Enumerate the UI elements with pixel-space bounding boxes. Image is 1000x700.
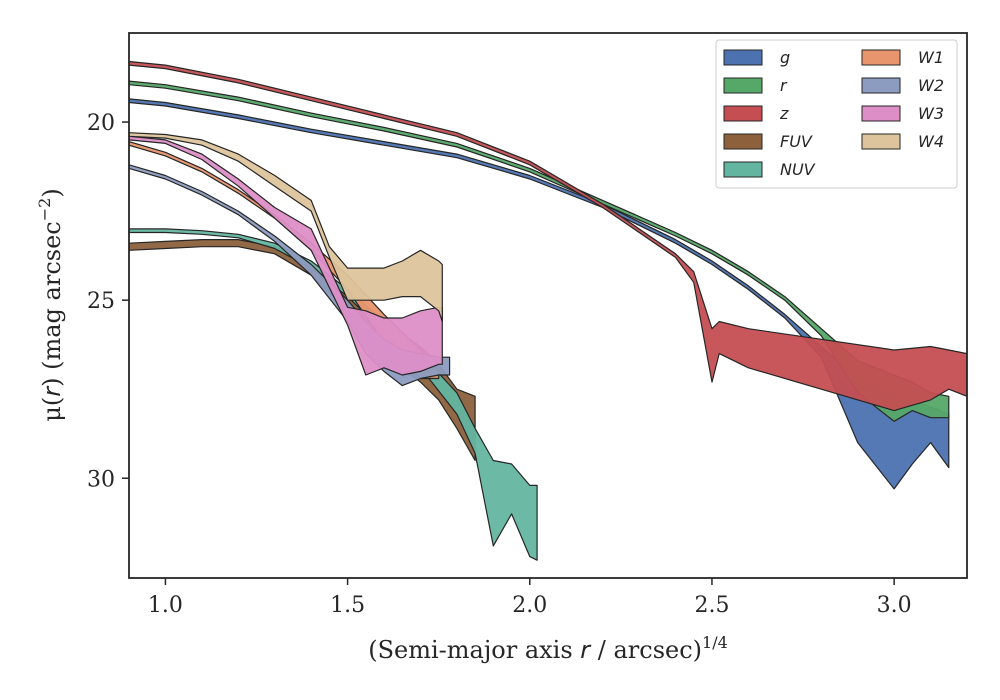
legend-swatch-w1 [861,49,901,66]
legend-swatch-z [723,105,763,122]
legend-label-w1: W1 [918,48,944,67]
series-band-z [129,60,967,412]
x-tick-label: 1.0 [148,593,183,618]
legend: grz FUV NUV W1 W2 W3 W4 [715,39,958,189]
legend-label-w2: W2 [918,76,944,95]
legend-label-nuv: NUV [780,160,816,179]
series-band-g [129,98,950,490]
y-tick-label: 30 [87,467,115,492]
legend-box [715,39,958,189]
series-layer [129,60,967,561]
legend-label-fuv: FUV [780,132,813,151]
x-tick-label: 1.5 [330,593,365,618]
legend-swatch-w4 [861,133,901,150]
y-axis-label: μ(r) (mag arcsec−2) [35,188,66,421]
y-axis: 20 25 30 [87,111,129,492]
series-band-w3 [129,135,443,376]
legend-label-w3: W3 [918,104,944,123]
legend-swatch-fuv [723,133,763,150]
legend-label-w4: W4 [918,132,944,151]
legend-swatch-r [723,77,763,94]
x-axis-label: (Semi-major axis r / arcsec)1/4 [368,633,728,664]
x-axis: 1.0 1.5 2.0 2.5 3.0 [148,578,912,618]
series-band-nuv [129,228,538,561]
series-band-w4 [129,132,443,323]
legend-label-g: g [780,48,790,67]
legend-swatch-g [723,49,763,66]
plot-frame [128,32,968,579]
legend-swatch-w3 [861,105,901,122]
legend-label-z: z [779,104,789,123]
x-tick-label: 3.0 [877,593,912,618]
legend-swatch-w2 [861,77,901,94]
x-tick-label: 2.5 [694,593,729,618]
x-tick-label: 2.0 [512,593,547,618]
y-tick-label: 25 [87,289,115,314]
y-tick-label: 20 [87,111,115,136]
legend-label-r: r [780,76,788,95]
legend-swatch-nuv [723,161,763,178]
